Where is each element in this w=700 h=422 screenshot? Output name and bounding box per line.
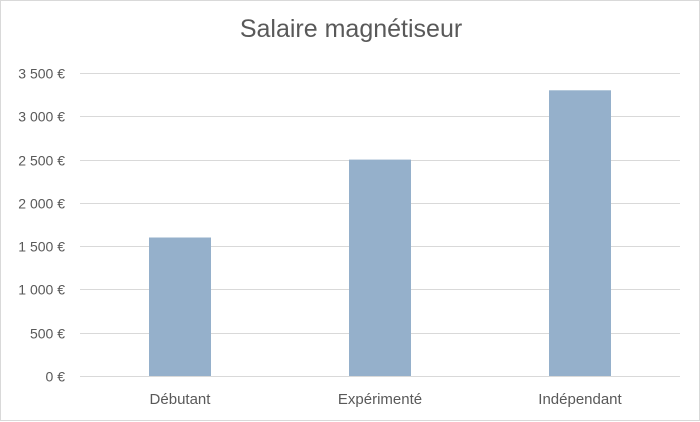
bar-3 — [549, 90, 611, 377]
x-axis-category-labels: Débutant Expérimenté Indépendant — [150, 391, 623, 408]
y-tick-label: 500 € — [30, 326, 65, 342]
chart-title: Salaire magnétiseur — [239, 15, 463, 43]
x-category-label: Expérimenté — [338, 391, 422, 408]
bars — [149, 90, 611, 377]
y-tick-label: 2 500 € — [18, 153, 65, 169]
x-category-label: Débutant — [150, 391, 212, 408]
y-tick-label: 1 500 € — [18, 239, 65, 255]
bar-2 — [349, 159, 411, 376]
x-category-label: Indépendant — [538, 391, 622, 408]
bar-1 — [149, 237, 211, 376]
y-tick-label: 3 000 € — [18, 109, 65, 125]
y-tick-label: 2 000 € — [18, 196, 65, 212]
y-tick-label: 3 500 € — [18, 66, 65, 82]
y-axis-tick-labels: 0 € 500 € 1 000 € 1 500 € 2 000 € 2 500 € 3 00… — [18, 66, 65, 385]
y-tick-label: 0 € — [46, 369, 66, 385]
y-tick-label: 1 000 € — [18, 282, 65, 298]
